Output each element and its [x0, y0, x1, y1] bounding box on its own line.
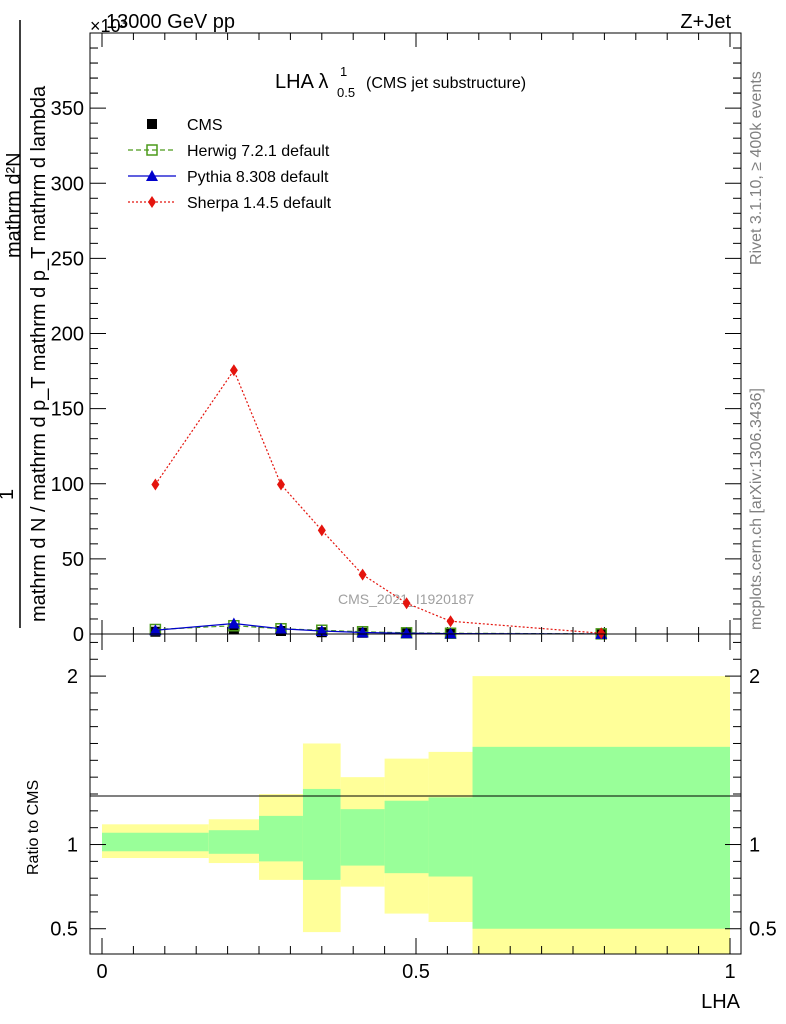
y-axis-label-prefix: 1: [0, 489, 18, 500]
sherpa-point: [402, 597, 411, 610]
sherpa-point: [446, 615, 455, 628]
ratio-band-inner: [472, 746, 730, 929]
ratio-y-tick-label-right: 2: [749, 666, 760, 688]
y-multiplier-label: ×10³: [90, 16, 127, 36]
pythia-point: [274, 622, 287, 634]
cms-point: [228, 624, 239, 635]
plot-title-main: LHA λ: [275, 71, 328, 93]
ratio-band-inner: [208, 830, 259, 854]
y-tick-label: 150: [51, 399, 84, 421]
sherpa-point: [276, 478, 285, 491]
legend-marker-sherpa: [148, 196, 156, 208]
y-tick-label: 300: [51, 173, 84, 195]
x-tick-label: 1: [724, 961, 735, 983]
legend-marker-pythia: [146, 170, 158, 181]
sherpa-point: [358, 568, 367, 581]
header-energy-label: 13000 GeV pp: [106, 11, 235, 33]
ratio-bands: [102, 676, 730, 954]
ratio-band-inner: [428, 797, 473, 877]
legend-label-cms: CMS: [187, 117, 223, 134]
y-tick-label: 0: [73, 624, 84, 646]
main-y-axis: 0 50 100 150 200 250 300 350: [51, 33, 741, 646]
legend: CMS Herwig 7.2.1 default Pythia 8.308 defa…: [128, 117, 332, 212]
sherpa-point: [229, 364, 238, 377]
ratio-band-inner: [302, 788, 341, 880]
pythia-point: [315, 624, 328, 636]
ratio-band-inner: [340, 809, 385, 866]
pythia-point: [227, 617, 240, 629]
legend-marker-herwig: [146, 144, 158, 156]
plot-title-superscript: 1: [340, 64, 347, 79]
sherpa-point: [151, 478, 160, 491]
header-process-label: Z+Jet: [680, 11, 731, 33]
x-axis-label: LHA: [701, 991, 741, 1013]
y-tick-label: 50: [62, 549, 84, 571]
ratio-y-axis-label: Ratio to CMS: [25, 780, 42, 875]
pythia-point: [356, 626, 369, 638]
plot-title: LHA λ: [275, 71, 328, 93]
ratio-y-tick-label-right: 1: [749, 835, 760, 857]
legend-marker-cms: [147, 119, 157, 129]
x-tick-label: 0: [96, 961, 107, 983]
ratio-y-tick-label: 2: [67, 666, 78, 688]
ratio-y-tick-label-right: 0.5: [749, 919, 777, 941]
y-tick-label: 200: [51, 324, 84, 346]
ratio-y-tick-label: 1: [67, 835, 78, 857]
sherpa-line: [154, 369, 602, 634]
sherpa-point: [597, 627, 606, 640]
y-axis-label: mathrm d²N mathrm d N / mathrm d p_T mat…: [0, 20, 50, 628]
ratio-axes: 0.5 0.5 1 1 2 2 0 0.5 1: [50, 634, 777, 983]
legend-label-sherpa: Sherpa 1.4.5 default: [187, 195, 332, 212]
legend-label-herwig: Herwig 7.2.1 default: [187, 143, 330, 160]
y-axis-label-numerator: mathrm d²N: [3, 152, 25, 258]
pythia-point: [149, 624, 162, 636]
mcplots-reference-label: mcplots.cern.ch [arXiv:1306.3436]: [748, 388, 765, 630]
y-tick-label: 350: [51, 98, 84, 120]
legend-label-pythia: Pythia 8.308 default: [187, 169, 329, 186]
plot-subtitle: (CMS jet substructure): [366, 75, 526, 92]
y-tick-label: 250: [51, 248, 84, 270]
pythia-line: [155, 622, 602, 635]
ratio-band-inner: [102, 832, 209, 852]
y-axis-label-denominator: mathrm d N / mathrm d p_T mathrm d p_T m…: [28, 85, 50, 622]
sherpa-point: [317, 524, 326, 537]
plot-title-subscript: 0.5: [337, 85, 355, 100]
ratio-y-tick-label: 0.5: [50, 919, 78, 941]
ratio-band-inner: [384, 800, 429, 874]
rivet-version-label: Rivet 3.1.10, ≥ 400k events: [748, 71, 765, 265]
ratio-band-inner: [259, 815, 303, 862]
x-tick-label: 0.5: [402, 961, 430, 983]
pythia-point: [400, 627, 413, 639]
y-tick-label: 100: [51, 474, 84, 496]
